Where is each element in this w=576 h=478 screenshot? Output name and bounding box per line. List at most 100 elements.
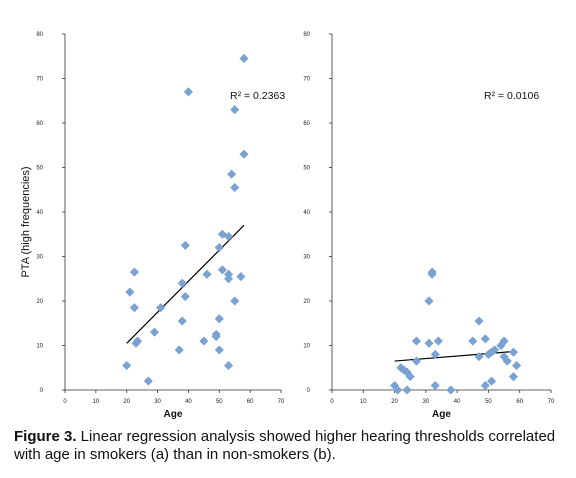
x-tick-label: 40	[454, 399, 461, 405]
data-point	[508, 347, 519, 357]
data-point	[411, 356, 422, 366]
y-tick-label: 10	[303, 344, 310, 350]
y-tick-label: 30	[36, 255, 43, 261]
data-point	[502, 356, 512, 366]
data-point	[230, 296, 240, 306]
chart-panel-b: 0 10 20 30 40 50 60 70 80 0 10 20 30 40 50 60 70 Age R² = …	[303, 32, 555, 420]
x-axis-title: Age	[164, 409, 183, 420]
data-point	[211, 332, 221, 342]
data-point	[183, 87, 194, 97]
data-point	[468, 336, 478, 346]
data-point	[433, 336, 443, 346]
y-tick-label: 70	[36, 77, 43, 83]
y-tick-label: 50	[36, 166, 43, 172]
y-tick-label: 60	[36, 121, 43, 127]
r-squared-label: R² = 0.0106	[484, 90, 539, 102]
data-point	[499, 336, 509, 346]
r-squared-label: R² = 0.2363	[230, 90, 285, 102]
y-tick-label: 0	[40, 388, 44, 394]
data-point	[202, 269, 212, 279]
x-tick-label: 70	[548, 399, 555, 405]
y-axis-title: PTA (high frequencies)	[20, 166, 32, 277]
y-tick-label: 60	[303, 121, 310, 127]
x-tick-label: 50	[485, 399, 492, 405]
chart-panel-a: 0 10 20 30 40 50 60 70 80 0 10 20 30 40 50 60 70 Age PTA (…	[20, 32, 285, 420]
x-tick-label: 50	[216, 399, 223, 405]
x-tick-label: 30	[423, 399, 430, 405]
x-tick-label: 60	[247, 399, 254, 405]
x-tick-label: 10	[93, 399, 100, 405]
data-point	[143, 376, 153, 386]
x-tick-label: 20	[123, 399, 130, 405]
data-point	[393, 385, 403, 395]
data-point	[156, 303, 166, 313]
x-tick-label: 60	[516, 399, 523, 405]
data-point	[446, 385, 456, 395]
y-tick-label: 80	[303, 32, 310, 38]
y-tick-label: 20	[303, 299, 310, 305]
y-tick-label: 30	[303, 255, 310, 261]
data-point	[132, 336, 143, 346]
data-point	[402, 385, 412, 395]
data-point	[512, 360, 522, 371]
x-tick-label: 0	[63, 399, 67, 405]
x-tick-label: 40	[185, 399, 192, 405]
x-tick-label: 70	[278, 399, 285, 405]
data-point	[149, 327, 160, 337]
x-tick-label: 20	[391, 399, 398, 405]
data-point	[430, 380, 440, 391]
data-point	[490, 345, 500, 355]
data-point	[177, 316, 187, 326]
data-point	[508, 372, 519, 382]
data-point	[411, 336, 422, 346]
data-point	[230, 182, 240, 193]
caption-label: Figure 3.	[14, 428, 77, 445]
data-point	[480, 334, 490, 344]
data-point	[180, 240, 190, 250]
data-point	[230, 105, 240, 115]
y-tick-label: 50	[303, 166, 310, 172]
data-point	[177, 278, 187, 288]
data-point	[199, 336, 209, 346]
y-tick-label: 80	[36, 32, 43, 38]
y-tick-label: 40	[36, 210, 43, 216]
data-point	[174, 345, 184, 355]
y-tick-label: 10	[36, 344, 43, 350]
data-point	[430, 349, 440, 359]
data-point	[486, 376, 497, 386]
caption-text: Linear regression analysis showed higher…	[14, 428, 556, 463]
data-point	[427, 269, 437, 279]
data-point	[129, 267, 140, 277]
data-point	[214, 345, 224, 355]
data-point	[217, 265, 227, 275]
data-point	[474, 316, 484, 326]
y-tick-label: 40	[303, 210, 310, 216]
y-tick-label: 70	[303, 77, 310, 83]
data-point	[239, 149, 249, 159]
x-tick-label: 30	[154, 399, 161, 405]
data-point	[223, 274, 234, 284]
data-point	[424, 338, 434, 348]
data-point	[480, 380, 490, 391]
data-point	[223, 360, 234, 371]
x-tick-label: 10	[360, 399, 367, 405]
y-tick-label: 20	[36, 299, 43, 305]
data-point	[405, 372, 415, 382]
data-point	[129, 303, 140, 313]
data-point	[223, 231, 234, 242]
data-point	[424, 296, 434, 306]
data-point	[227, 169, 237, 179]
data-point	[214, 243, 224, 253]
trendline	[394, 350, 517, 362]
figure-caption: Figure 3. Linear regression analysis sho…	[14, 428, 570, 464]
data-point	[122, 360, 132, 371]
x-axis-title: Age	[432, 409, 451, 420]
data-point	[474, 352, 484, 362]
data-point	[180, 291, 190, 302]
figure-3-charts: 0 10 20 30 40 50 60 70 80 0 10 20 30 40 50 60 70 Age PTA (…	[20, 32, 555, 420]
data-point	[214, 314, 224, 324]
x-tick-label: 0	[330, 399, 334, 405]
data-point	[125, 287, 135, 297]
y-tick-label: 0	[307, 388, 311, 394]
data-point	[239, 53, 249, 64]
